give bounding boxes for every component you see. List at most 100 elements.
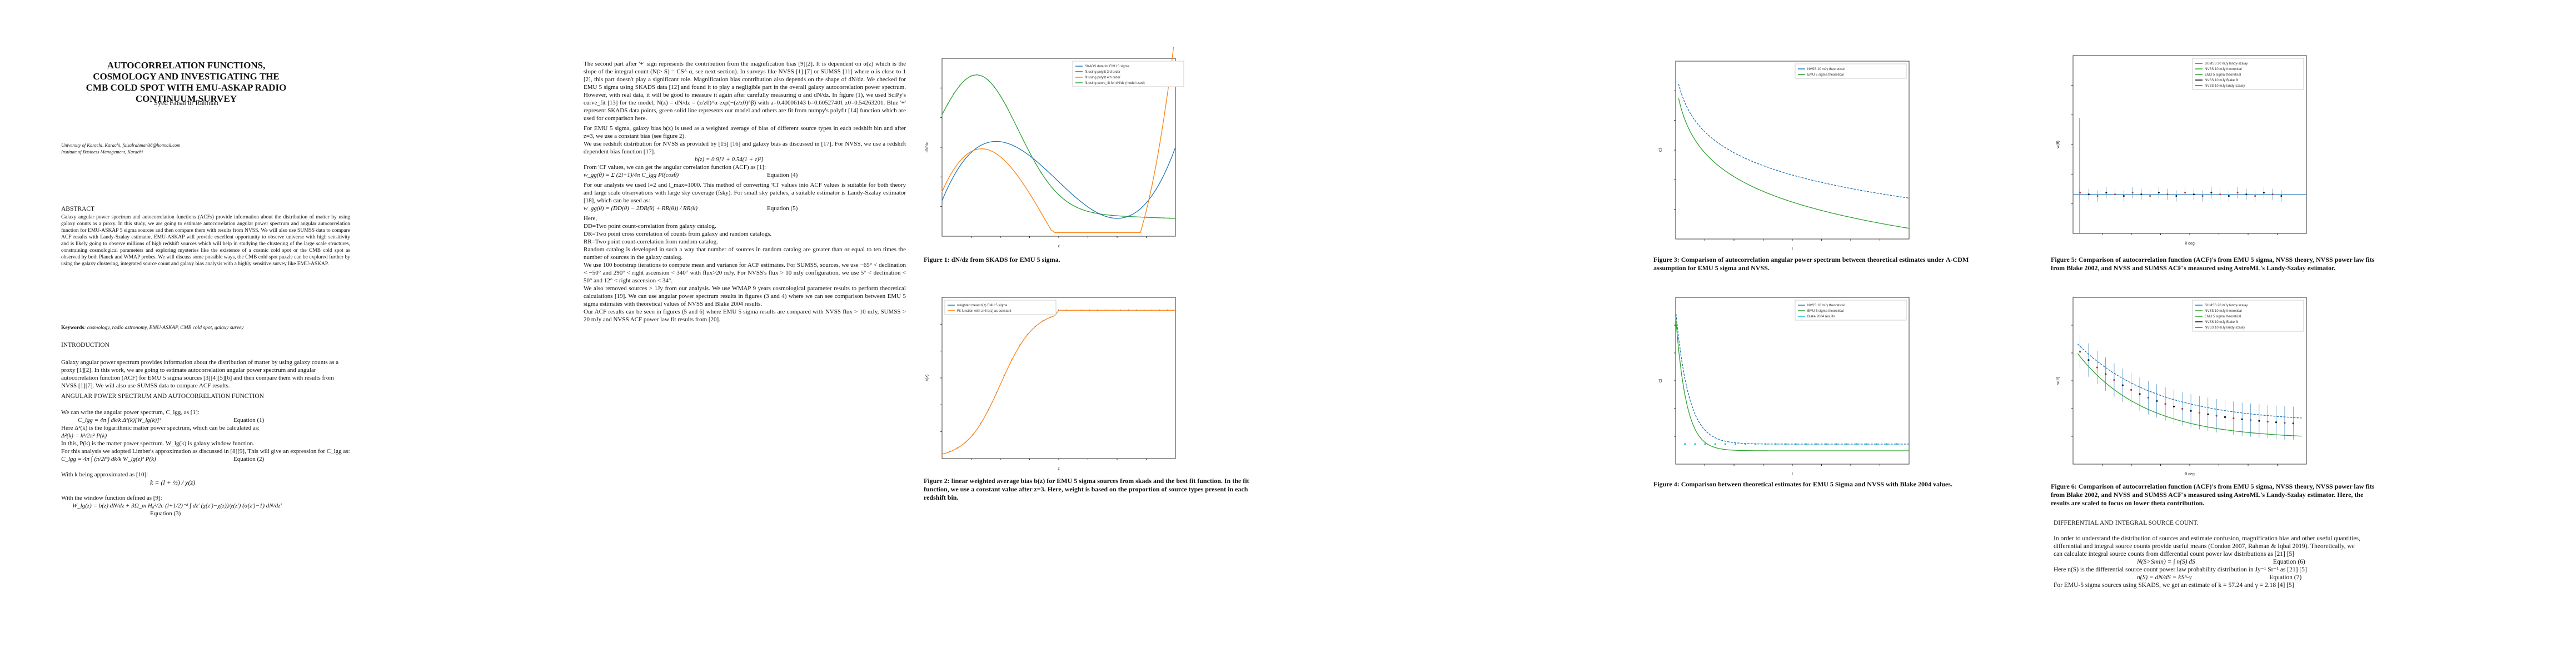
axis-label: Cl <box>1659 148 1663 152</box>
equation-1: C_lgg = 4π ∫ dk/k Δ²(k)[W_lg(k)]² <box>78 417 161 424</box>
data-point: + <box>1167 309 1169 312</box>
paragraph: DD=Two point count-correlation from gala… <box>584 223 716 230</box>
data-point: + <box>970 75 973 78</box>
keywords-label: Keywords <box>61 325 84 331</box>
data-point: + <box>1011 359 1013 362</box>
blake-point <box>1714 443 1716 445</box>
page-1: AUTOCORRELATION FUNCTIONS, COSMOLOGY AND… <box>0 0 644 667</box>
data-point: + <box>1143 309 1145 312</box>
data-point: + <box>964 78 966 82</box>
paragraph: For EMU-5 sigma sources using SKADS, we … <box>2054 582 2294 589</box>
axis-label: z <box>1058 467 1060 471</box>
series-poly4-line <box>941 47 1174 233</box>
blake-point <box>1684 443 1686 445</box>
data-point: + <box>959 84 961 88</box>
legend-label: EMU 5 sigma theoretical <box>1807 310 1843 313</box>
data-point: + <box>1034 325 1037 328</box>
axis-label: l <box>1792 247 1793 251</box>
page-2-column: The second part after '+' sign represent… <box>584 60 906 323</box>
equation-7-row: n(S) = dN/dS = kS^-γ Equation (7) <box>2137 574 2365 581</box>
data-point: + <box>1159 309 1161 312</box>
equation-2-number: Equation (2) <box>233 456 265 462</box>
intro-text: Galaxy angular power spectrum provides i… <box>61 359 339 389</box>
data-point: + <box>949 451 951 454</box>
text-line: In this, P(k) is the matter power spectr… <box>61 440 255 447</box>
data-point: + <box>964 441 966 445</box>
data-point: + <box>1110 214 1113 217</box>
data-point: + <box>1151 309 1153 312</box>
series-nvss-line <box>1678 83 1910 199</box>
axis-label: θ deg <box>2185 242 2195 246</box>
figure-6: w(θ) θ deg SUMSS 20 mJy landy-szalay NVSS 1… <box>2051 289 2312 478</box>
data-point: + <box>1122 215 1124 218</box>
data-point: + <box>1050 316 1052 319</box>
equation-3-number: Equation (3) <box>150 510 181 517</box>
figure-1-chart: dN/dzz++++++ + +++++++++++++++++++ + + + + + + + +… <box>925 47 1184 248</box>
paragraph: From 'Cl' values, we can get the angular… <box>584 164 766 171</box>
page-2: The second part after '+' sign represent… <box>584 0 1288 667</box>
data-point: + <box>941 453 943 456</box>
blake-point <box>1704 443 1706 445</box>
figure-4: Cl l NVSS 10 mJy theoretical EMU 5 sigma th… <box>1653 289 1915 478</box>
paragraph: We use redshift distribution for NVSS as… <box>584 141 906 155</box>
figure-5-chart: w(θ) θ deg SUMSS 20 mJy landy-szalay NVSS 1… <box>2056 55 2307 246</box>
blake-point <box>1755 443 1757 445</box>
blake-point <box>1765 443 1767 445</box>
figure-1-caption: Figure 1: dN/dz from SKADS for EMU 5 sig… <box>924 256 1060 263</box>
blake-point <box>1896 443 1898 445</box>
series-fit-line <box>941 310 1175 455</box>
legend-label: Fit function with z>3 b(z) as constant <box>957 310 1012 313</box>
data-point: + <box>1163 217 1165 220</box>
paragraph: In order to understand the distribution … <box>2054 535 2360 558</box>
equation-6-number: Equation (6) <box>2273 559 2305 565</box>
equation-7: n(S) = dN/dS = kS^-γ <box>2137 574 2192 581</box>
figure-5-caption: Figure 5: Comparison of autocorrelation … <box>2051 256 2375 272</box>
intro-heading: INTRODUCTION <box>61 342 109 349</box>
keywords: Keywords: cosmology, radio astronomy, EM… <box>61 325 350 331</box>
data-point: + <box>1027 334 1029 337</box>
data-point: + <box>1157 217 1159 220</box>
data-point: + <box>995 392 998 395</box>
data-point: + <box>1097 309 1099 312</box>
data-point: + <box>1139 216 1142 220</box>
legend-label: Blake 2004 results <box>1807 315 1835 318</box>
data-point: + <box>1112 309 1114 312</box>
figure-3: Cl l NVSS 10 mJy theoretical EMU 5 sigma th… <box>1653 53 1915 253</box>
paper-title: AUTOCORRELATION FUNCTIONS, COSMOLOGY AND… <box>86 60 287 104</box>
blake-point <box>1865 443 1867 445</box>
legend-label: NVSS 10 mJy Blake fit <box>2205 321 2239 324</box>
equation-bias: b(z) = 0.9[1 + 0.54(1 + z)²] <box>695 156 764 163</box>
axis-label: w(θ) <box>2056 141 2060 149</box>
data-point: + <box>1023 140 1025 143</box>
plot-frame <box>1675 61 1910 240</box>
equation-1-number: Equation (1) <box>233 417 265 424</box>
legend-box <box>1072 61 1184 87</box>
data-point: + <box>972 433 974 436</box>
data-point: + <box>1099 213 1101 216</box>
legend-box <box>1795 300 1907 321</box>
legend-label: EMU 5 sigma theoretical <box>1807 73 1843 77</box>
legend-label: NVSS 10 mJy theoretical <box>2205 68 2242 71</box>
data-point: + <box>1040 172 1043 175</box>
keywords-text: : cosmology, radio astronomy, EMU-ASKAP,… <box>84 325 244 331</box>
blake-point <box>1775 443 1777 445</box>
series-poly3-line <box>941 141 1176 219</box>
data-point: + <box>1120 309 1122 312</box>
axis-label: l <box>1792 472 1793 476</box>
series-emu-line <box>1675 317 1909 451</box>
figure-2-chart: b(z) z + + + + + + + + + + + + + + + + + + + + + + + + + + + + + + weigh… <box>925 297 1176 471</box>
figure-3-caption: Figure 3: Comparison of autocorrelation … <box>1653 256 1969 272</box>
axis-label: Cl <box>1659 379 1663 382</box>
equation-6-row: N(S>Smin) = ∫ n(S) dS Equation (6) <box>2137 558 2365 566</box>
legend-label: NVSS 10 mJy theoretical <box>1807 304 1845 307</box>
data-point: + <box>1134 216 1136 219</box>
legend-label: SUMSS 20 mJy landy-szalay <box>2205 62 2248 66</box>
data-point: + <box>1058 309 1060 312</box>
text-line: With the window function defined as [9]: <box>61 495 162 501</box>
blake-point <box>1875 443 1877 445</box>
data-point: + <box>976 74 978 77</box>
paragraph: RR=Two point count-correlation from rand… <box>584 238 718 245</box>
legend-label: SKADS data for EMU 5 sigma <box>1085 65 1130 68</box>
equation-4: w_gg(θ) = Σ (2l+1)/4π C_lgg Pl(cosθ) <box>584 172 679 178</box>
text-line: We can write the angular power spectrum,… <box>61 409 200 416</box>
